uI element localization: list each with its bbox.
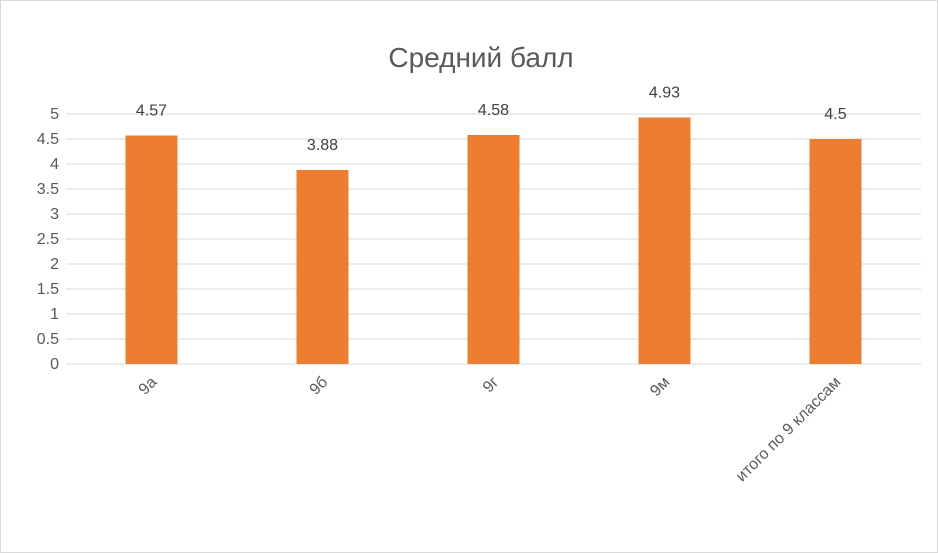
x-tick-label: 9б — [307, 374, 332, 399]
y-tick-label: 4.5 — [37, 131, 59, 148]
data-label: 3.88 — [307, 137, 338, 154]
y-axis-tick-labels: 0 0.5 1 1.5 2 2.5 3 3.5 4 4.5 5 — [37, 106, 59, 373]
y-tick-label: 5 — [50, 106, 59, 123]
y-tick-label: 3 — [50, 206, 59, 223]
data-labels: 4.57 3.88 4.58 4.93 4.5 — [136, 85, 847, 155]
bars — [125, 117, 862, 364]
x-tick-label: 9г — [480, 374, 503, 397]
x-axis-tick-labels: 9а 9б 9г 9м итого по 9 классам — [136, 374, 845, 485]
y-tick-label: 4 — [50, 156, 59, 173]
data-label: 4.57 — [136, 103, 167, 120]
y-tick-label: 3.5 — [37, 181, 59, 198]
x-tick-label: 9а — [136, 374, 161, 399]
y-tick-label: 2 — [50, 256, 59, 273]
data-label: 4.5 — [824, 106, 846, 123]
x-tick-label: итого по 9 классам — [733, 374, 844, 485]
bar-2 — [296, 170, 349, 364]
x-tick-label: 9м — [647, 374, 673, 400]
y-tick-label: 1 — [50, 306, 59, 323]
data-label: 4.58 — [478, 102, 509, 119]
bar-4 — [638, 117, 691, 364]
bar-5 — [809, 139, 862, 364]
y-tick-label: 0 — [50, 356, 59, 373]
bar-3 — [467, 135, 520, 364]
chart-title: Средний балл — [388, 42, 573, 73]
y-tick-label: 2.5 — [37, 231, 59, 248]
bar-1 — [125, 135, 178, 364]
y-tick-label: 1.5 — [37, 281, 59, 298]
data-label: 4.93 — [649, 85, 680, 102]
y-tick-label: 0.5 — [37, 331, 59, 348]
